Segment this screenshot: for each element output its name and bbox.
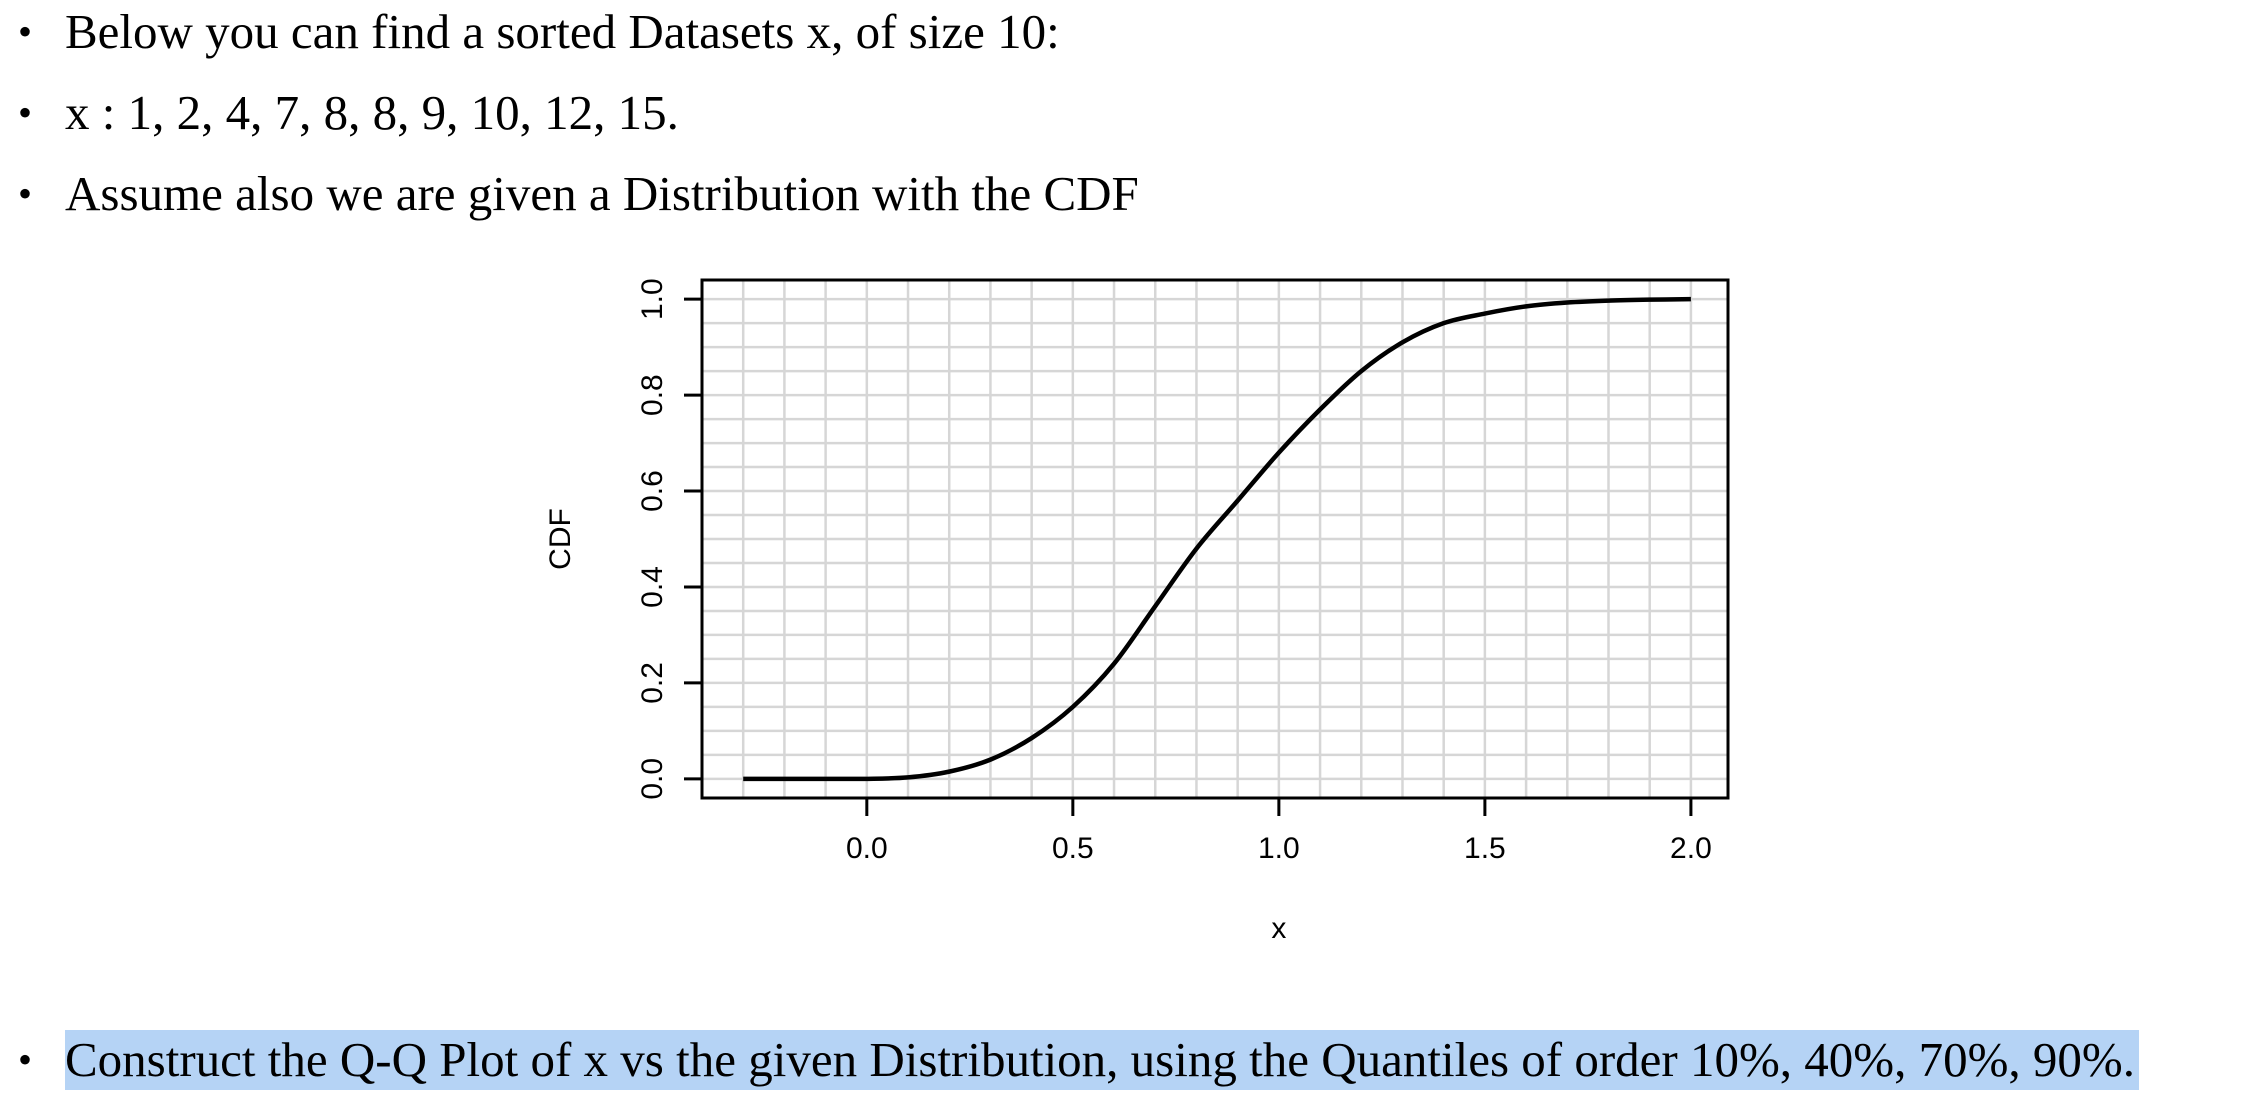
- bullet-symbol: •: [18, 171, 33, 216]
- bullet-symbol: •: [18, 1037, 33, 1082]
- cdf-chart-svg: 0.0 0.5 1.0 1.5 2.0 0.0 0.2 0.4 0.6 0.8 1.0 x CDF: [544, 278, 1730, 945]
- x-tick-label: 1.5: [1464, 832, 1506, 865]
- y-tick-label: 0.6: [636, 470, 669, 512]
- y-tick-label: 0.8: [636, 374, 669, 416]
- x-tick-label: 2.0: [1670, 832, 1712, 865]
- bullet-symbol: •: [18, 90, 33, 135]
- bullet-text: x : 1, 2, 4, 7, 8, 8, 9, 10, 12, 15.: [65, 85, 679, 140]
- bullet-symbol: •: [18, 9, 33, 54]
- y-tick-label: 0.2: [636, 662, 669, 704]
- bullet-text: Assume also we are given a Distribution …: [65, 166, 1139, 221]
- x-axis-label: x: [1271, 912, 1286, 945]
- x-tick-label: 0.0: [846, 832, 888, 865]
- highlighted-task-text: Construct the Q-Q Plot of x vs the given…: [65, 1030, 2139, 1090]
- x-tick-label: 0.5: [1052, 832, 1094, 865]
- y-axis-label: CDF: [544, 508, 577, 570]
- bullet-text: Below you can find a sorted Datasets x, …: [65, 4, 1060, 59]
- y-tick-label: 0.4: [636, 566, 669, 608]
- y-tick-label: 0.0: [636, 758, 669, 800]
- chart-curve-layer: [743, 296, 1691, 782]
- y-tick-label: 1.0: [636, 278, 669, 320]
- chart-grid: [702, 280, 1728, 798]
- cdf-chart: 0.0 0.5 1.0 1.5 2.0 0.0 0.2 0.4 0.6 0.8 1.0 x CDF: [540, 262, 1740, 962]
- cdf-curve: [743, 296, 1691, 782]
- x-tick-label: 1.0: [1258, 832, 1300, 865]
- chart-axes: 0.0 0.5 1.0 1.5 2.0 0.0 0.2 0.4 0.6 0.8 1.0: [636, 278, 1712, 865]
